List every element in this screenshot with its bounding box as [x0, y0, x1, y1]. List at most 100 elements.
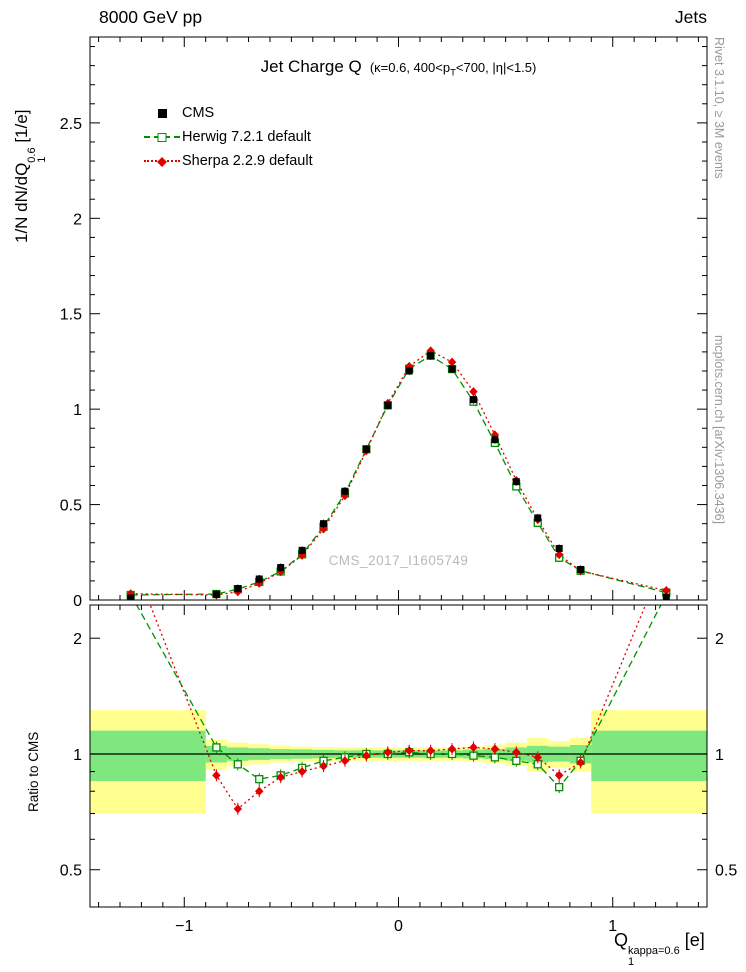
tick-label: 1: [73, 747, 82, 764]
tick-label: 0: [394, 918, 403, 935]
cms-point: [362, 445, 370, 453]
sherpa-ratio-point: [233, 804, 243, 814]
title-text: Jet Charge Q: [260, 57, 362, 76]
cms-point: [212, 590, 220, 598]
axis-ticks: 0 0.5 1 1.5 2 2.5 0.5 0.5 1 1 2 2 −1 0 1: [60, 37, 737, 935]
sherpa-point: [662, 586, 671, 596]
legend-label-herwig: Herwig 7.2.1 default: [182, 129, 311, 145]
cms-point: [512, 478, 520, 486]
sherpa-point: [554, 550, 564, 560]
cms-point: [320, 520, 328, 528]
title-cuts-sub: T: [450, 67, 456, 79]
tick-label: 1.5: [60, 307, 82, 324]
green-band: [90, 730, 206, 782]
legend-marker-cell: [142, 133, 182, 143]
tick-label: 0.5: [60, 498, 82, 515]
xlabel-base: Q: [614, 930, 629, 950]
ratio-series-markers: [212, 741, 585, 815]
xlabel-supsub: kappa=0.6 1: [628, 945, 680, 968]
cms-point: [534, 514, 542, 522]
sherpa-ratio-point: [383, 747, 392, 757]
sherpa-ratio-point: [426, 746, 435, 756]
ratio-y-axis-title: Ratio to CMS: [26, 731, 41, 812]
tick-label: 0: [73, 593, 82, 610]
sherpa-ratio-point: [469, 742, 478, 752]
tick-label: 0.5: [715, 863, 737, 880]
xlabel-sub: 1: [628, 955, 635, 968]
sherpa-ratio-point: [512, 747, 521, 757]
ylabel-supsub: 0.6 1: [26, 147, 49, 163]
legend-label-cms: CMS: [182, 105, 215, 121]
beam-energy-label: 8000 GeV pp: [99, 7, 203, 27]
herwig-ratio-point: [255, 775, 264, 784]
watermark: CMS_2017_I1605749: [328, 553, 469, 568]
rivet-version-label: Rivet 3.1.10, ≥ 3M events: [712, 37, 726, 179]
sherpa-ratio-point: [276, 772, 285, 782]
cms-point: [234, 585, 242, 593]
tick-label: 0.5: [60, 863, 82, 880]
sherpa-ratio-point: [447, 744, 457, 754]
cms-point: [427, 352, 435, 360]
legend-marker-cell: [142, 157, 182, 167]
legend-item-sherpa: Sherpa 2.2.9 default: [142, 151, 313, 171]
herwig-dashed-line-icon: [144, 133, 180, 143]
sherpa-point: [469, 387, 478, 397]
sherpa-point: [447, 357, 457, 367]
herwig-ratio-point: [512, 756, 521, 765]
cms-point: [255, 575, 263, 583]
sherpa-diamond-icon: [157, 157, 167, 167]
main-series-markers: [126, 346, 671, 600]
title-cuts: (κ=0.6, 400<pT<700, |η|<1.5): [366, 60, 537, 79]
ylabel-post: [1/e]: [12, 109, 31, 148]
cms-point: [662, 593, 670, 600]
cms-point: [405, 367, 413, 375]
tick-label: 2: [73, 631, 82, 648]
sherpa-ratio-point: [576, 758, 585, 768]
main-y-axis-title: 1/N dN/dQ 0.6 1 [1/e]: [12, 110, 48, 243]
sherpa-ratio-point: [490, 744, 500, 754]
herwig-open-square-icon: [157, 133, 167, 143]
sherpa-dotted-line-icon: [144, 157, 180, 167]
sherpa-ratio-point: [554, 770, 564, 780]
ylabel-sub: 1: [36, 156, 49, 163]
xlabel-sup: kappa=0.6: [628, 945, 680, 958]
sherpa-ratio-point: [255, 786, 264, 796]
title-cuts-pre: (κ=0.6, 400<p: [369, 60, 451, 75]
green-band: [591, 730, 707, 782]
cms-point: [448, 365, 456, 373]
herwig-ratio-point: [233, 760, 242, 769]
mcplots-reference-label: mcplots.cern.ch [arXiv:1306.3436]: [712, 335, 726, 524]
cms-point: [127, 594, 135, 600]
title-cuts-post: <700, |η|<1.5): [455, 60, 537, 75]
plot-title: Jet Charge Q (κ=0.6, 400<pT<700, |η|<1.5…: [90, 57, 707, 79]
tick-label: 1: [715, 747, 724, 764]
cms-point: [491, 436, 499, 444]
cms-point: [469, 396, 477, 404]
legend-item-cms: CMS: [142, 103, 313, 123]
process-label: Jets: [674, 7, 707, 27]
sherpa-line-ratio: [149, 605, 647, 810]
cms-point: [298, 546, 306, 554]
cms-point: [555, 544, 563, 552]
sherpa-ratio-point: [533, 752, 542, 762]
herwig-ratio-point: [555, 782, 564, 792]
cms-filled-square-icon: [157, 108, 167, 118]
cms-point: [341, 487, 349, 495]
sherpa-ratio-point: [362, 751, 371, 761]
xlabel-post: [e]: [679, 930, 705, 950]
legend-marker-cell: [142, 108, 182, 118]
ratio-uncertainty-bands: [90, 710, 707, 814]
cms-point: [277, 564, 285, 572]
sherpa-ratio-point: [212, 770, 221, 780]
legend: CMS Herwig 7.2.1 default Sherpa 2.2.9 de…: [142, 103, 313, 171]
tick-label: 2: [73, 211, 82, 228]
sherpa-ratio-point: [340, 756, 350, 766]
legend-label-sherpa: Sherpa 2.2.9 default: [182, 153, 313, 169]
legend-item-herwig: Herwig 7.2.1 default: [142, 127, 313, 147]
tick-label: 1: [73, 402, 82, 419]
cms-point: [577, 565, 585, 573]
tick-label: −1: [175, 918, 193, 935]
